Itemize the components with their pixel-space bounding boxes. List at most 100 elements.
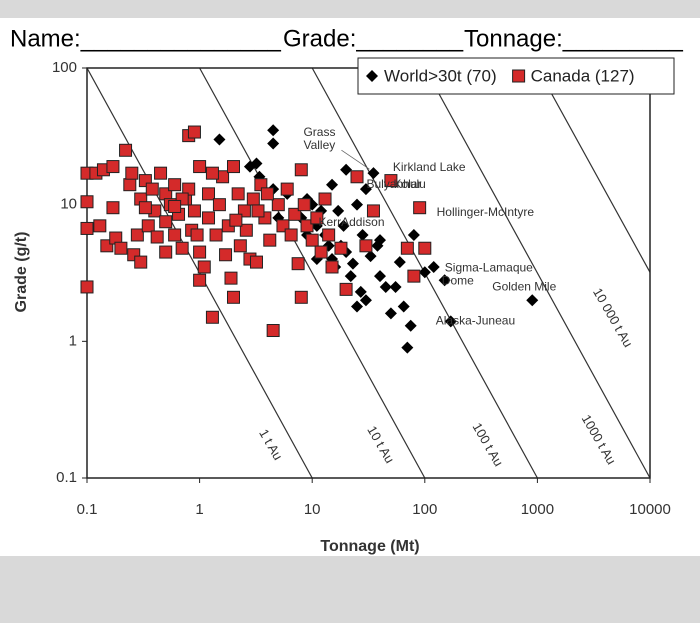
canada-point (168, 178, 182, 192)
world-point (267, 124, 280, 137)
canada-point (80, 221, 94, 235)
canada-point (339, 282, 353, 296)
x-tick-label: 0.1 (77, 501, 98, 518)
x-tick-label: 1000 (521, 501, 554, 518)
annotation: Bulyanhulu (366, 177, 425, 191)
canada-point (182, 182, 196, 196)
canada-point (246, 192, 260, 206)
canada-point (205, 166, 219, 180)
canada-point (168, 228, 182, 242)
annotation: Dome (442, 273, 474, 287)
canada-point (260, 187, 274, 201)
canada-point (138, 201, 152, 215)
canada-point (106, 160, 120, 174)
world-point (379, 280, 392, 293)
canada-point (284, 228, 298, 242)
canada-point (263, 233, 277, 247)
world-point (373, 270, 386, 283)
canada-point (322, 228, 336, 242)
canada-point (150, 230, 164, 244)
y-tick-label: 1 (69, 332, 77, 349)
world-point (356, 228, 369, 241)
canada-point (271, 198, 285, 212)
canada-point (334, 241, 348, 255)
legend-marker (512, 69, 526, 83)
y-tick-label: 100 (52, 59, 77, 76)
annotation: Grass Valley (303, 125, 335, 152)
y-tick-label: 10 (60, 196, 77, 213)
x-tick-label: 10000 (629, 501, 671, 518)
annotation-line: Grass (303, 125, 335, 139)
canada-point (294, 163, 308, 177)
tonnage-line (536, 68, 650, 273)
x-tick-label: 10 (304, 501, 321, 518)
world-point (310, 253, 323, 266)
canada-point (300, 219, 314, 233)
world-point (389, 280, 402, 293)
canada-point (212, 198, 226, 212)
annotation: Golden Mile (492, 279, 556, 293)
canada-point (359, 239, 373, 253)
canada-point (187, 204, 201, 218)
canada-point (209, 228, 223, 242)
canada-point (159, 245, 173, 259)
world-point (332, 204, 345, 217)
world-point (404, 319, 417, 332)
world-point (359, 183, 372, 196)
canada-point (205, 310, 219, 324)
x-tick-label: 1 (195, 501, 203, 518)
canada-point (193, 273, 207, 287)
canada-point (141, 219, 155, 233)
canada-point (251, 204, 265, 218)
legend: World>30t (70) Canada (127) (357, 57, 675, 95)
canada-point (159, 215, 173, 229)
canada-point (318, 192, 332, 206)
world-point (418, 266, 431, 279)
world-point (344, 270, 357, 283)
world-point (250, 157, 263, 170)
y-tick-label: 0.1 (56, 469, 77, 486)
legend-marker (366, 70, 378, 82)
world-point (340, 163, 353, 176)
name-field: Name:_______________ (10, 25, 282, 52)
canada-point (413, 201, 427, 215)
world-point (351, 198, 364, 211)
canada-point (154, 166, 168, 180)
canada-point (125, 166, 139, 180)
x-tick-label: 100 (412, 501, 437, 518)
canada-point (134, 255, 148, 269)
world-point (526, 294, 539, 307)
tonnage-line (424, 68, 650, 478)
canada-point (231, 187, 245, 201)
canada-point (224, 271, 238, 285)
world-point (397, 300, 410, 313)
annotation: Sigma-Lamaque (445, 260, 533, 274)
canada-point (229, 213, 243, 227)
tonnage-field: Tonnage:_________ (464, 25, 684, 52)
world-point (354, 285, 367, 298)
canada-point (239, 223, 253, 237)
canada-point (291, 257, 305, 271)
leader-line (341, 149, 370, 170)
world-point (346, 257, 359, 270)
canada-point (145, 182, 159, 196)
canada-point (233, 239, 247, 253)
annotation: Hollinger-McIntyre (437, 205, 535, 219)
world-point (267, 137, 280, 150)
canada-point (400, 241, 414, 255)
canada-point (314, 245, 328, 259)
world-point (351, 300, 364, 313)
canada-point (226, 160, 240, 174)
canada-point (123, 178, 137, 192)
canada-point (80, 280, 94, 294)
annotation: KerrAddison (318, 215, 384, 229)
x-axis-label: Tonnage (Mt) (320, 538, 419, 555)
canada-point (407, 269, 421, 283)
canada-point (280, 182, 294, 196)
canada-point (226, 290, 240, 304)
y-axis-label: Grade (g/t) (13, 232, 30, 313)
canada-point (288, 207, 302, 221)
canada-point (366, 204, 380, 218)
canada-point (297, 198, 311, 212)
